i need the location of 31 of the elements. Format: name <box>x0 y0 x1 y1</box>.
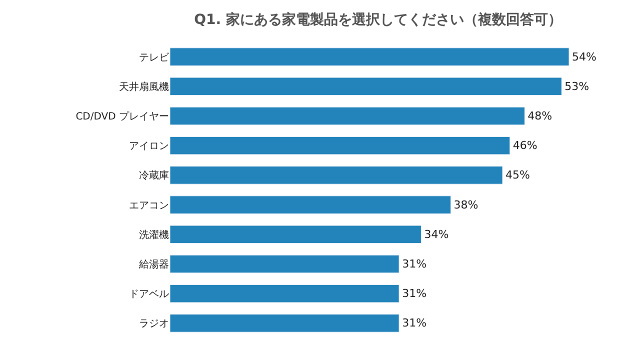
y-tick-label: CD/DVD プレイヤー <box>76 110 169 122</box>
y-tick-label: エアコン <box>129 200 169 212</box>
y-tick-label: 天井扇風機 <box>119 80 169 93</box>
bar <box>170 284 400 303</box>
chart-title: Q1. 家にある家電製品を選択してください（複数回答可） <box>194 11 562 28</box>
y-tick-label: ドアベル <box>129 289 169 300</box>
y-tick-label: アイロン <box>129 141 169 152</box>
data-label: 46% <box>512 139 538 152</box>
data-label: 45% <box>506 168 530 182</box>
data-label: 48% <box>528 110 552 122</box>
data-label: 31% <box>402 258 427 270</box>
bar <box>170 77 562 96</box>
y-tick-label: 冷蔵庫 <box>139 170 169 182</box>
bar <box>170 136 510 155</box>
data-label: 34% <box>424 228 449 241</box>
bar <box>170 314 400 332</box>
data-label: 38% <box>454 198 478 212</box>
bar <box>170 166 503 184</box>
bar <box>170 106 525 126</box>
bar <box>170 48 570 66</box>
y-tick-label: 給湯器 <box>138 258 169 270</box>
data-label: 31% <box>402 287 427 300</box>
y-tick-label: テレビ <box>139 52 170 64</box>
data-label: 54% <box>572 50 596 64</box>
data-label: 53% <box>564 80 590 93</box>
y-tick-label: 洗濯機 <box>139 228 169 241</box>
y-tick-label: ラジオ <box>139 318 169 330</box>
data-label: 31% <box>402 316 427 330</box>
bar <box>170 254 400 274</box>
bar <box>170 225 422 244</box>
bar <box>170 196 452 214</box>
